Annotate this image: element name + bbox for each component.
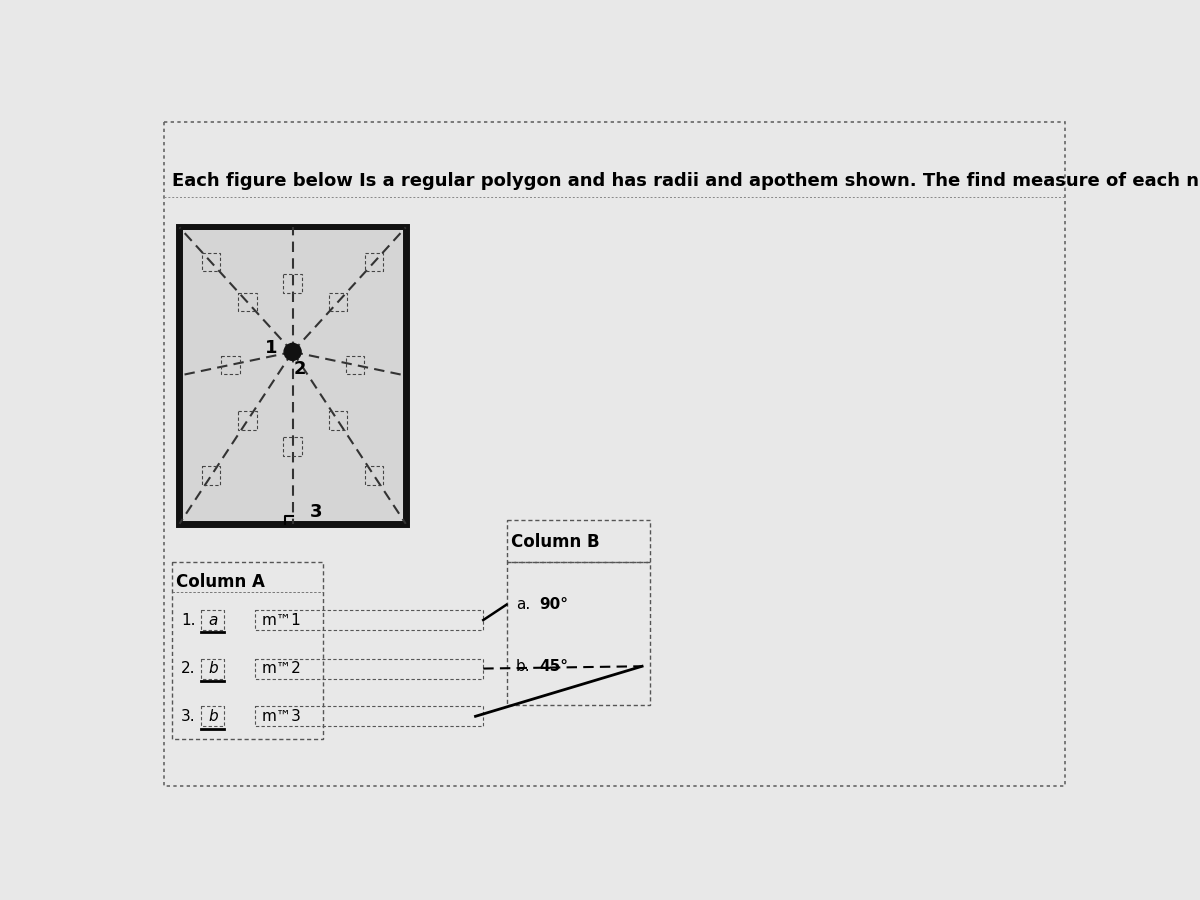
Text: Column B: Column B bbox=[511, 533, 600, 551]
Text: b: b bbox=[208, 709, 217, 724]
Bar bbox=[365, 466, 383, 485]
Text: 3.: 3. bbox=[181, 709, 196, 724]
Bar bbox=[329, 411, 347, 430]
Circle shape bbox=[284, 344, 301, 360]
Bar bbox=[283, 274, 302, 292]
Text: 1.: 1. bbox=[181, 613, 196, 627]
Bar bbox=[202, 466, 221, 485]
Bar bbox=[202, 253, 221, 272]
Text: m™2: m™2 bbox=[262, 662, 301, 676]
Bar bbox=[283, 437, 302, 455]
Text: Each figure below Is a regular polygon and has radii and apothem shown. The find: Each figure below Is a regular polygon a… bbox=[172, 172, 1200, 190]
Bar bbox=[329, 292, 347, 311]
Bar bbox=[238, 411, 257, 430]
Text: 90°: 90° bbox=[539, 598, 568, 612]
Text: m™1: m™1 bbox=[262, 613, 301, 627]
Text: b: b bbox=[208, 662, 217, 676]
Text: 1: 1 bbox=[265, 339, 277, 357]
Text: 3: 3 bbox=[310, 503, 322, 521]
Text: b.: b. bbox=[516, 659, 530, 674]
Text: m™3: m™3 bbox=[262, 709, 301, 724]
Bar bbox=[238, 292, 257, 311]
Text: Column A: Column A bbox=[176, 573, 265, 591]
Text: a.: a. bbox=[516, 598, 530, 612]
Text: a: a bbox=[208, 613, 217, 627]
Bar bbox=[180, 228, 406, 524]
Bar bbox=[365, 253, 383, 272]
Bar bbox=[346, 356, 364, 374]
Bar bbox=[182, 230, 403, 521]
Text: 2.: 2. bbox=[181, 662, 196, 676]
Text: 45°: 45° bbox=[539, 659, 568, 674]
Text: 2: 2 bbox=[294, 360, 307, 378]
Bar bbox=[221, 356, 240, 374]
